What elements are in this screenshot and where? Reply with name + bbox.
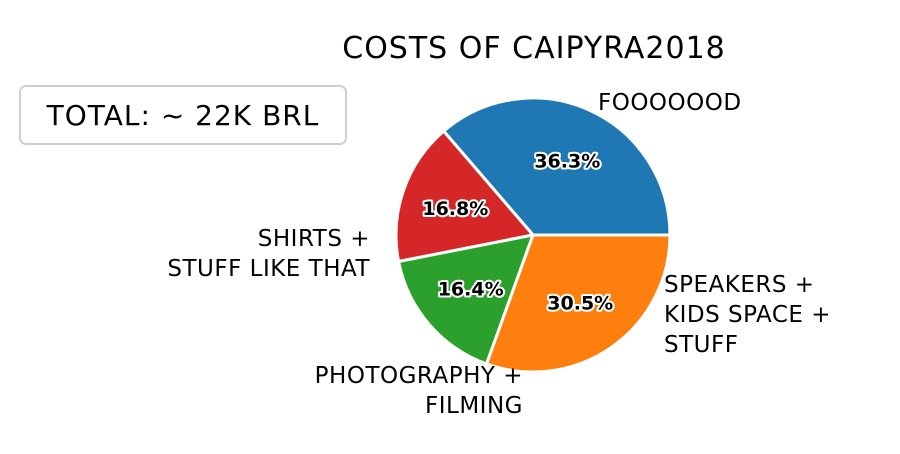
pie-percent-label-2: 16.8% [422, 198, 488, 220]
pie-percent-label-3: 16.4% [438, 279, 504, 301]
pie-slice-label-line: PHOTOGRAPHY + [315, 363, 523, 389]
pie-slice-3 [397, 233, 535, 366]
pie-slice-label-line: KIDS SPACE + [664, 302, 831, 328]
pie-slice-label-1: FOOOOOOD [598, 90, 742, 116]
chart-title: COSTS OF CAIPYRA2018 [342, 31, 726, 66]
pie-slice-4 [485, 233, 672, 374]
pie-percent-label-1: 36.3% [534, 150, 600, 172]
pie-percent-label-4: 30.5% [547, 292, 613, 314]
pie-slice-label-line: SHIRTS + [258, 226, 370, 252]
pie-slice-label-line: FILMING [425, 393, 523, 419]
pie-slice-label-3: PHOTOGRAPHY + FILMING [315, 363, 523, 419]
pie-slice-label-line: FOOOOOOD [598, 90, 742, 116]
pie-slice-label-line: STUFF [664, 332, 738, 358]
total-annotation: TOTAL: ~ 22K BRL [46, 99, 320, 132]
pie-slice-label-2: SPEAKERS + KIDS SPACE + STUFF [664, 272, 831, 358]
pie-slice-label-line: STUFF LIKE THAT [167, 256, 370, 282]
pie-slice-2 [394, 129, 535, 264]
slice-labels: FOOOOOOD SPEAKERS + KIDS SPACE + STUFF PHOTO… [167, 90, 831, 419]
total-annotation-box [19, 85, 347, 145]
pie-slice-1 [442, 96, 672, 237]
pie-slice-label-4: SHIRTS + STUFF LIKE THAT [167, 226, 370, 282]
percent-labels: 36.3% 16.8% 16.4% 30.5% [420, 148, 615, 316]
pie-slice-label-line: SPEAKERS + [664, 272, 815, 298]
pie-slices [394, 96, 672, 374]
